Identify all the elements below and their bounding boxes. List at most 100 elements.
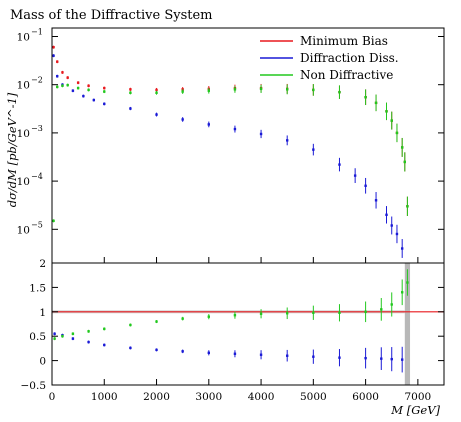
main-y-tick-label: 10 bbox=[17, 128, 30, 140]
main-y-tick-exponent: −5 bbox=[31, 220, 43, 229]
ratio-data-point bbox=[338, 356, 341, 359]
main-data-point bbox=[56, 85, 59, 89]
ratio-data-point bbox=[364, 356, 367, 360]
ratio-data-point bbox=[87, 330, 90, 333]
main-data-point bbox=[374, 101, 378, 105]
legend: Minimum Bias Diffraction Diss. Non Diffrac… bbox=[260, 34, 399, 82]
main-data-point bbox=[395, 232, 399, 236]
ratio-data-point bbox=[129, 346, 132, 350]
main-data-point bbox=[385, 213, 388, 216]
ratio-data-point bbox=[207, 315, 210, 318]
main-data-point bbox=[312, 148, 315, 151]
x-axis-label: M [GeV] bbox=[390, 403, 440, 417]
main-data-point bbox=[82, 94, 85, 98]
ratio-data-point bbox=[406, 281, 409, 284]
main-data-point bbox=[129, 91, 132, 94]
main-data-point bbox=[403, 160, 406, 164]
x-tick-label: 4000 bbox=[248, 391, 275, 403]
ratio-plot: −0.500.511.52 0 1000 2000 3000 4000 5000 6000 7… bbox=[21, 257, 445, 417]
main-data-point bbox=[286, 139, 289, 142]
main-y-tick-exponent: −4 bbox=[31, 172, 43, 181]
main-data-point bbox=[92, 98, 96, 102]
x-axis-ticks: 0 1000 2000 3000 4000 5000 6000 7000 bbox=[49, 257, 431, 403]
main-y-tick-label: 10 bbox=[17, 80, 30, 92]
ratio-data-point bbox=[286, 354, 289, 357]
main-data-point bbox=[338, 90, 341, 94]
ratio-data-point bbox=[53, 337, 56, 340]
main-data-point bbox=[395, 131, 399, 135]
ratio-data-point bbox=[181, 350, 184, 353]
main-data-point bbox=[207, 89, 210, 92]
main-y-tick-label: 10 bbox=[17, 224, 30, 236]
main-data-point bbox=[155, 88, 158, 92]
ratio-data-point bbox=[390, 357, 393, 361]
main-data-point bbox=[400, 247, 404, 250]
main-data-point bbox=[406, 205, 409, 208]
ratio-y-tick-label: 1 bbox=[39, 307, 46, 319]
main-y-tick-label: 10 bbox=[17, 176, 30, 188]
main-plot: 10−110−210−310−410−5 dσ/dM [pb/GeV^-1] M… bbox=[5, 27, 445, 264]
ratio-data-point bbox=[233, 352, 237, 355]
ratio-data-point bbox=[390, 303, 393, 306]
main-y-axis-ticks: 10−110−210−310−410−5 bbox=[17, 27, 444, 236]
x-tick-label: 0 bbox=[49, 391, 56, 403]
legend-label: Minimum Bias bbox=[300, 34, 388, 48]
main-data-point bbox=[338, 163, 341, 166]
ratio-uncertainty-band bbox=[404, 263, 411, 385]
ratio-data-point bbox=[259, 353, 263, 356]
ratio-data-point bbox=[155, 320, 158, 323]
main-data-point bbox=[259, 132, 263, 136]
ratio-data-point bbox=[259, 312, 263, 315]
legend-label: Diffraction Diss. bbox=[300, 51, 399, 65]
chart-title: Mass of the Diffractive System bbox=[10, 8, 213, 23]
main-data-point bbox=[76, 81, 80, 84]
ratio-data-point bbox=[155, 348, 158, 352]
main-data-point bbox=[155, 113, 158, 116]
main-data-point bbox=[286, 88, 289, 91]
ratio-y-tick-label: 2 bbox=[39, 258, 46, 270]
x-tick-label: 3000 bbox=[195, 391, 222, 403]
x-tick-label: 5000 bbox=[300, 391, 327, 403]
main-data-point bbox=[71, 89, 75, 92]
main-data-point bbox=[364, 96, 367, 99]
x-tick-label: 6000 bbox=[352, 391, 379, 403]
ratio-data-point bbox=[207, 351, 210, 354]
main-data-point bbox=[61, 71, 64, 74]
main-data-point bbox=[52, 45, 55, 49]
main-data-point bbox=[52, 219, 55, 223]
main-data-point bbox=[312, 88, 315, 92]
main-data-point bbox=[129, 107, 132, 110]
ratio-data-point bbox=[103, 343, 106, 347]
main-y-tick-label: 10 bbox=[17, 31, 30, 43]
main-data-point bbox=[259, 87, 263, 91]
ratio-y-tick-label: −0.5 bbox=[21, 380, 47, 392]
main-data-point bbox=[87, 84, 90, 87]
main-data-point bbox=[76, 86, 80, 90]
main-data-point bbox=[353, 174, 357, 177]
main-data-point bbox=[390, 119, 393, 122]
main-data-point bbox=[103, 86, 106, 90]
main-data-point bbox=[56, 60, 59, 63]
ratio-data-point bbox=[338, 311, 341, 314]
main-data-point bbox=[155, 91, 158, 94]
main-data-point bbox=[385, 110, 388, 113]
main-data-point bbox=[233, 127, 237, 131]
main-y-tick-exponent: −2 bbox=[31, 76, 43, 85]
main-data-point bbox=[66, 83, 69, 87]
main-data-point bbox=[103, 90, 106, 93]
ratio-y-tick-label: 1.5 bbox=[29, 282, 46, 294]
main-data-point bbox=[87, 88, 90, 92]
main-y-tick-exponent: −1 bbox=[31, 27, 43, 36]
main-data-point bbox=[66, 76, 69, 79]
ratio-data-point bbox=[71, 332, 75, 335]
main-data-point bbox=[129, 88, 132, 91]
main-data-point bbox=[390, 224, 393, 227]
main-data-point bbox=[61, 84, 64, 87]
ratio-data-point bbox=[87, 340, 90, 344]
ratio-plot-frame bbox=[51, 262, 445, 386]
ratio-data-point bbox=[364, 310, 367, 313]
main-data-point bbox=[181, 90, 184, 93]
ratio-data-point bbox=[312, 311, 315, 314]
x-tick-label: 7000 bbox=[404, 391, 431, 403]
